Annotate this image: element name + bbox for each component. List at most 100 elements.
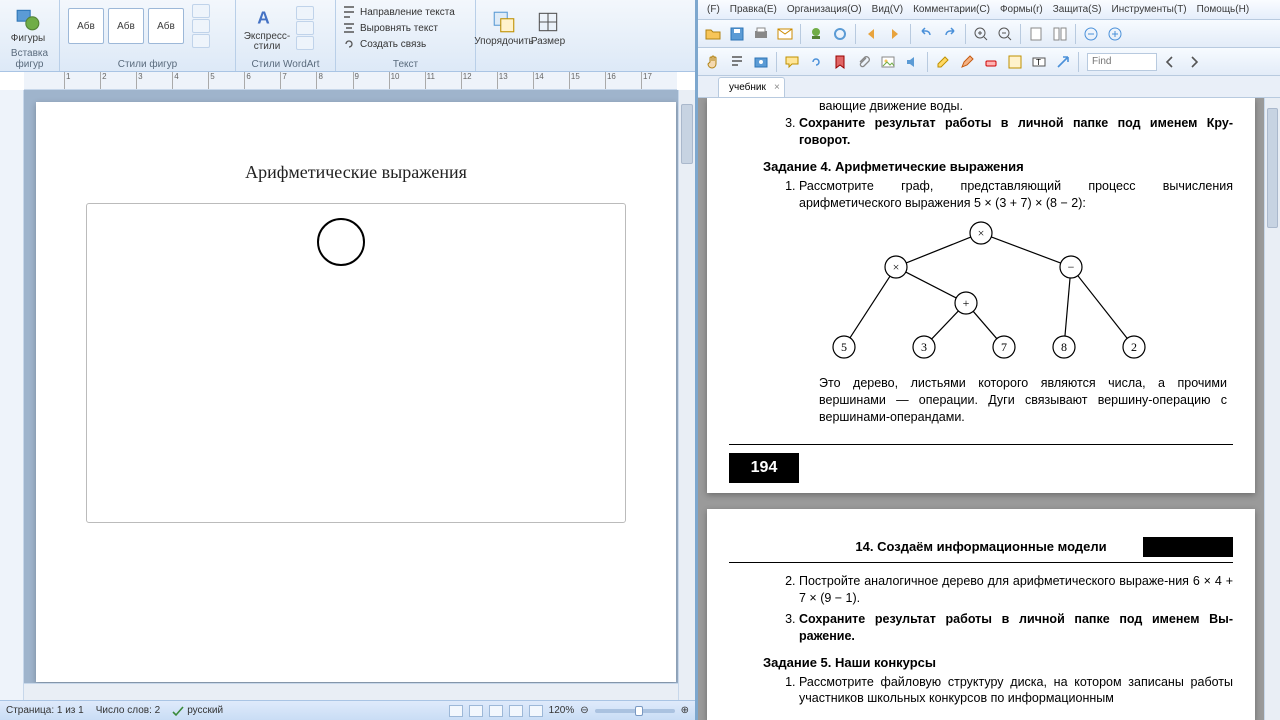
- audio-btn[interactable]: [901, 51, 923, 73]
- horizontal-ruler[interactable]: 1234567891011121314151617: [24, 72, 677, 90]
- note-box-btn[interactable]: [1004, 51, 1026, 73]
- zoomout-btn[interactable]: [994, 23, 1016, 45]
- pdf-p1-topline: вающие движение воды.: [729, 98, 1233, 115]
- eraser-btn[interactable]: [980, 51, 1002, 73]
- create-link-btn[interactable]: Создать связь: [342, 36, 469, 52]
- text-direction-btn[interactable]: Направление текста: [342, 4, 469, 20]
- shape-effects-btn[interactable]: [192, 34, 210, 48]
- forward-btn[interactable]: [884, 23, 906, 45]
- arrow-tool-btn[interactable]: [1052, 51, 1074, 73]
- menu-F[interactable]: (F): [702, 4, 725, 15]
- pdf-viewport[interactable]: вающие движение воды. Сохраните результа…: [698, 98, 1264, 720]
- drawing-canvas[interactable]: [86, 203, 626, 523]
- zoom-value[interactable]: 120%: [549, 705, 575, 716]
- zoom-slider[interactable]: [595, 709, 675, 713]
- menu-ВидV[interactable]: Вид(V): [867, 4, 908, 15]
- tool-btn-2[interactable]: [829, 23, 851, 45]
- express-styles-button[interactable]: A Экспресс- стили: [242, 2, 292, 54]
- text-box-btn[interactable]: T: [1028, 51, 1050, 73]
- find-next-btn[interactable]: [1183, 51, 1205, 73]
- zoom-controls: 120% ⊖ ⊕: [449, 705, 689, 717]
- view-draft-btn[interactable]: [529, 705, 543, 717]
- pdf-tab[interactable]: учебник ×: [718, 77, 785, 97]
- arrange-button[interactable]: Упорядочить: [482, 2, 526, 54]
- horizontal-scrollbar[interactable]: [24, 683, 678, 700]
- pdf-vertical-scrollbar[interactable]: [1264, 98, 1280, 720]
- pdf-vscroll-thumb[interactable]: [1267, 108, 1278, 228]
- svg-text:7: 7: [1001, 340, 1007, 354]
- bookmark-btn[interactable]: [829, 51, 851, 73]
- find-prev-btn[interactable]: [1159, 51, 1181, 73]
- layout-btn-2[interactable]: [1049, 23, 1071, 45]
- image-btn[interactable]: [877, 51, 899, 73]
- undo-btn[interactable]: [915, 23, 937, 45]
- menu-ЗащитаS[interactable]: Защита(S): [1048, 4, 1107, 15]
- zoomin-btn[interactable]: [970, 23, 992, 45]
- document-page[interactable]: Арифметические выражения: [36, 102, 676, 682]
- menu-ОрганизацияO[interactable]: Организация(O): [782, 4, 867, 15]
- shape-outline-btn[interactable]: [192, 19, 210, 33]
- highlight-btn[interactable]: [932, 51, 954, 73]
- vertical-ruler[interactable]: [0, 90, 24, 700]
- snapshot-icon: [753, 54, 769, 70]
- shapes-button[interactable]: Фигуры: [6, 2, 50, 47]
- menu-ПомощьH[interactable]: Помощь(H): [1192, 4, 1255, 15]
- vscroll-thumb[interactable]: [681, 104, 693, 164]
- tab-close-btn[interactable]: ×: [774, 82, 780, 93]
- comment-btn[interactable]: [781, 51, 803, 73]
- menu-Формыr[interactable]: Формы(r): [995, 4, 1048, 15]
- eraser-icon: [983, 54, 999, 70]
- text-effects-btn[interactable]: [296, 36, 314, 50]
- menu-КомментарииC[interactable]: Комментарии(C): [908, 4, 995, 15]
- view-print-btn[interactable]: [449, 705, 463, 717]
- print-btn[interactable]: [750, 23, 772, 45]
- align-text-label: Выровнять текст: [360, 23, 438, 34]
- vertical-scrollbar[interactable]: [678, 90, 695, 700]
- redo-btn[interactable]: [939, 23, 961, 45]
- view-outline-btn[interactable]: [509, 705, 523, 717]
- layout-btn-1[interactable]: [1025, 23, 1047, 45]
- svg-text:×: ×: [893, 260, 900, 274]
- tool-btn-1[interactable]: [805, 23, 827, 45]
- shape-fill-btn[interactable]: [192, 4, 210, 18]
- tool-minus[interactable]: [1080, 23, 1102, 45]
- save-btn[interactable]: [726, 23, 748, 45]
- attach-file-btn[interactable]: [853, 51, 875, 73]
- link-tool-btn[interactable]: [805, 51, 827, 73]
- text-direction-label: Направление текста: [360, 7, 455, 18]
- back-btn[interactable]: [860, 23, 882, 45]
- zoom-out-btn[interactable]: ⊖: [580, 705, 588, 716]
- menu-ПравкаE[interactable]: Правка(E): [725, 4, 782, 15]
- pdf-toolbar-1: [698, 20, 1280, 48]
- pencil-btn[interactable]: [956, 51, 978, 73]
- spellcheck-icon: [172, 705, 184, 717]
- hand-tool-btn[interactable]: [702, 51, 724, 73]
- pencil-icon: [959, 54, 975, 70]
- style-swatch-1[interactable]: Абв: [68, 8, 104, 44]
- zoom-slider-knob[interactable]: [635, 706, 643, 716]
- snapshot-btn[interactable]: [750, 51, 772, 73]
- status-page[interactable]: Страница: 1 из 1: [6, 705, 84, 716]
- text-outline-btn[interactable]: [296, 21, 314, 35]
- align-text-btn[interactable]: Выровнять текст: [342, 20, 469, 36]
- ribbon-group-shapes: Фигуры Вставка фигур: [0, 0, 60, 71]
- menu-ИнструментыT[interactable]: Инструменты(T): [1107, 4, 1192, 15]
- style-swatch-2[interactable]: Абв: [108, 8, 144, 44]
- open-btn[interactable]: [702, 23, 724, 45]
- audio-icon: [904, 54, 920, 70]
- view-read-btn[interactable]: [469, 705, 483, 717]
- sec14-item2: Постройте аналогичное дерево для арифмет…: [799, 573, 1233, 607]
- size-button[interactable]: Размер: [526, 2, 570, 54]
- status-words[interactable]: Число слов: 2: [96, 705, 160, 716]
- style-swatch-3[interactable]: Абв: [148, 8, 184, 44]
- status-lang[interactable]: русский: [172, 705, 223, 717]
- text-fill-btn[interactable]: [296, 6, 314, 20]
- zoom-in-btn[interactable]: ⊕: [681, 705, 689, 716]
- view-web-btn[interactable]: [489, 705, 503, 717]
- find-input[interactable]: [1087, 53, 1157, 71]
- circle-shape[interactable]: [317, 218, 365, 266]
- email-btn[interactable]: [774, 23, 796, 45]
- tool-plus[interactable]: [1104, 23, 1126, 45]
- document-viewport: Арифметические выражения: [0, 90, 695, 700]
- select-tool-btn[interactable]: [726, 51, 748, 73]
